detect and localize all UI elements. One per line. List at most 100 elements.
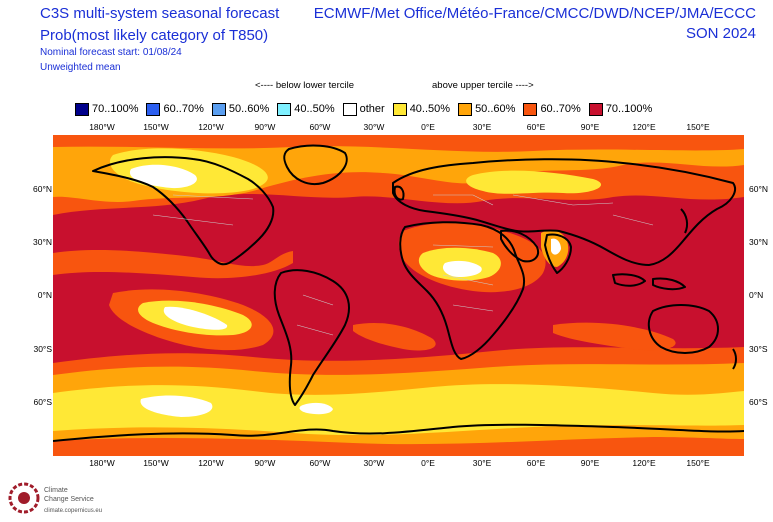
prob-band-south-indian <box>553 322 676 351</box>
coast-uk <box>393 185 405 201</box>
prob-band-central-asia <box>466 170 602 194</box>
org-name-line2: Change Service <box>44 496 94 503</box>
lat-tick-right: 30°N <box>749 237 768 247</box>
title-line-2: Prob(most likely category of T850) <box>40 27 269 44</box>
lat-tick-left: 60°N <box>33 184 52 194</box>
legend-label: other <box>359 103 385 115</box>
legend-swatch <box>277 102 292 116</box>
copernicus-logo <box>8 482 40 514</box>
lon-tick-bottom: 0°E <box>421 458 435 468</box>
legend-label: 60..70% <box>540 103 581 115</box>
lat-tick-right: 30°S <box>749 344 768 354</box>
legend-item: 40..50% <box>277 102 335 116</box>
lon-tick-bottom: 60°E <box>526 458 546 468</box>
lon-tick-top: 60°W <box>309 122 331 132</box>
forecast-centers: ECMWF/Met Office/Météo-France/CMCC/DWD/N… <box>313 5 756 22</box>
legend-item: 70..100% <box>588 102 653 116</box>
legend-swatch <box>458 102 473 116</box>
coastlines <box>53 144 744 442</box>
lon-tick-bottom: 90°E <box>580 458 600 468</box>
prob-band-southern-ocean-yellow <box>53 384 744 435</box>
lon-tick-top: 30°E <box>472 122 492 132</box>
prob-other-india <box>551 238 561 255</box>
forecast-start: Nominal forecast start: 01/08/24 <box>40 47 182 58</box>
legend-item: 60..70% <box>146 102 204 116</box>
legend-label: 40..50% <box>409 103 451 115</box>
legend-item: 60..70% <box>523 102 581 116</box>
legend-item: 70..100% <box>75 102 139 116</box>
legend-label: 50..60% <box>228 103 270 115</box>
prob-other-north-pacific <box>129 164 197 189</box>
lon-tick-top: 180°W <box>89 122 115 132</box>
legend-swatch <box>392 102 407 116</box>
below-tercile-hint: <---- below lower tercile <box>255 80 354 91</box>
coast-south-america <box>273 269 350 406</box>
legend-label: 70..100% <box>605 103 653 115</box>
prob-band-trop-pacific <box>53 250 293 279</box>
lon-tick-bottom: 120°E <box>632 458 656 468</box>
prob-band-arctic-orange <box>53 135 744 152</box>
legend-item: 40..50% <box>392 102 451 116</box>
org-name-line1: Climate <box>44 487 68 494</box>
legend-item: 50..60% <box>458 102 516 116</box>
coast-indonesia <box>612 273 686 291</box>
legend-item: other <box>342 102 385 116</box>
lat-tick-right: 60°N <box>749 184 768 194</box>
legend-label: 50..60% <box>475 103 516 115</box>
coast-india <box>544 233 572 274</box>
weighting-label: Unweighted mean <box>40 62 121 73</box>
legend-swatch <box>523 102 538 116</box>
legend-swatch <box>75 102 89 116</box>
prob-other-southern-ocean-east <box>299 402 333 415</box>
above-tercile-hint: above upper tercile ----> <box>432 80 534 91</box>
lon-tick-bottom: 30°W <box>363 458 385 468</box>
lon-tick-top: 90°E <box>580 122 600 132</box>
lat-tick-left: 30°N <box>33 237 52 247</box>
prob-other-south-pacific <box>163 306 228 330</box>
country-borders <box>152 194 654 336</box>
lon-tick-bottom: 150°E <box>686 458 710 468</box>
lon-tick-top: 30°W <box>363 122 385 132</box>
color-legend: 70..100% 60..70% 50..60% 40..50% other 4… <box>75 100 660 118</box>
lon-tick-top: 0°E <box>421 122 435 132</box>
lat-tick-left: 0°N <box>37 290 52 300</box>
coast-new-zealand <box>732 348 737 370</box>
coast-antarctica <box>53 423 744 442</box>
legend-swatch <box>146 102 161 116</box>
coast-africa <box>399 221 525 360</box>
legend-swatch <box>211 102 226 116</box>
lon-tick-bottom: 120°W <box>198 458 224 468</box>
legend-label: 40..50% <box>294 103 335 115</box>
lat-tick-left: 30°S <box>33 344 52 354</box>
legend-swatch <box>342 102 357 116</box>
forecast-map <box>53 135 744 456</box>
season-label: SON 2024 <box>685 25 756 42</box>
legend-label: 70..100% <box>92 103 139 115</box>
lat-tick-right: 0°N <box>749 290 764 300</box>
lon-tick-top: 60°E <box>526 122 546 132</box>
lon-tick-bottom: 30°E <box>472 458 492 468</box>
prob-band-south-atlantic <box>353 322 436 351</box>
lat-tick-right: 60°S <box>749 397 768 407</box>
lon-tick-bottom: 180°W <box>89 458 115 468</box>
lon-tick-top: 90°W <box>254 122 276 132</box>
title-line-1: C3S multi-system seasonal forecast <box>40 5 280 22</box>
prob-other-southern-ocean <box>140 395 213 417</box>
legend-swatch <box>588 102 603 116</box>
prob-other-sahel <box>442 260 482 277</box>
lon-tick-top: 120°E <box>632 122 656 132</box>
coast-eurasia <box>392 158 736 266</box>
legend-label: 60..70% <box>163 103 204 115</box>
coast-greenland <box>283 144 348 185</box>
lon-tick-bottom: 150°W <box>143 458 169 468</box>
lon-tick-top: 120°W <box>198 122 224 132</box>
coast-north-america <box>92 156 275 266</box>
coast-arabia <box>500 229 539 263</box>
lon-tick-top: 150°E <box>686 122 710 132</box>
legend-item: 50..60% <box>211 102 270 116</box>
org-url[interactable]: climate.copernicus.eu <box>44 508 103 514</box>
lon-tick-bottom: 90°W <box>254 458 276 468</box>
lat-tick-left: 60°S <box>33 397 52 407</box>
lon-tick-bottom: 60°W <box>309 458 331 468</box>
prob-band-antarctic-orange <box>53 437 744 456</box>
